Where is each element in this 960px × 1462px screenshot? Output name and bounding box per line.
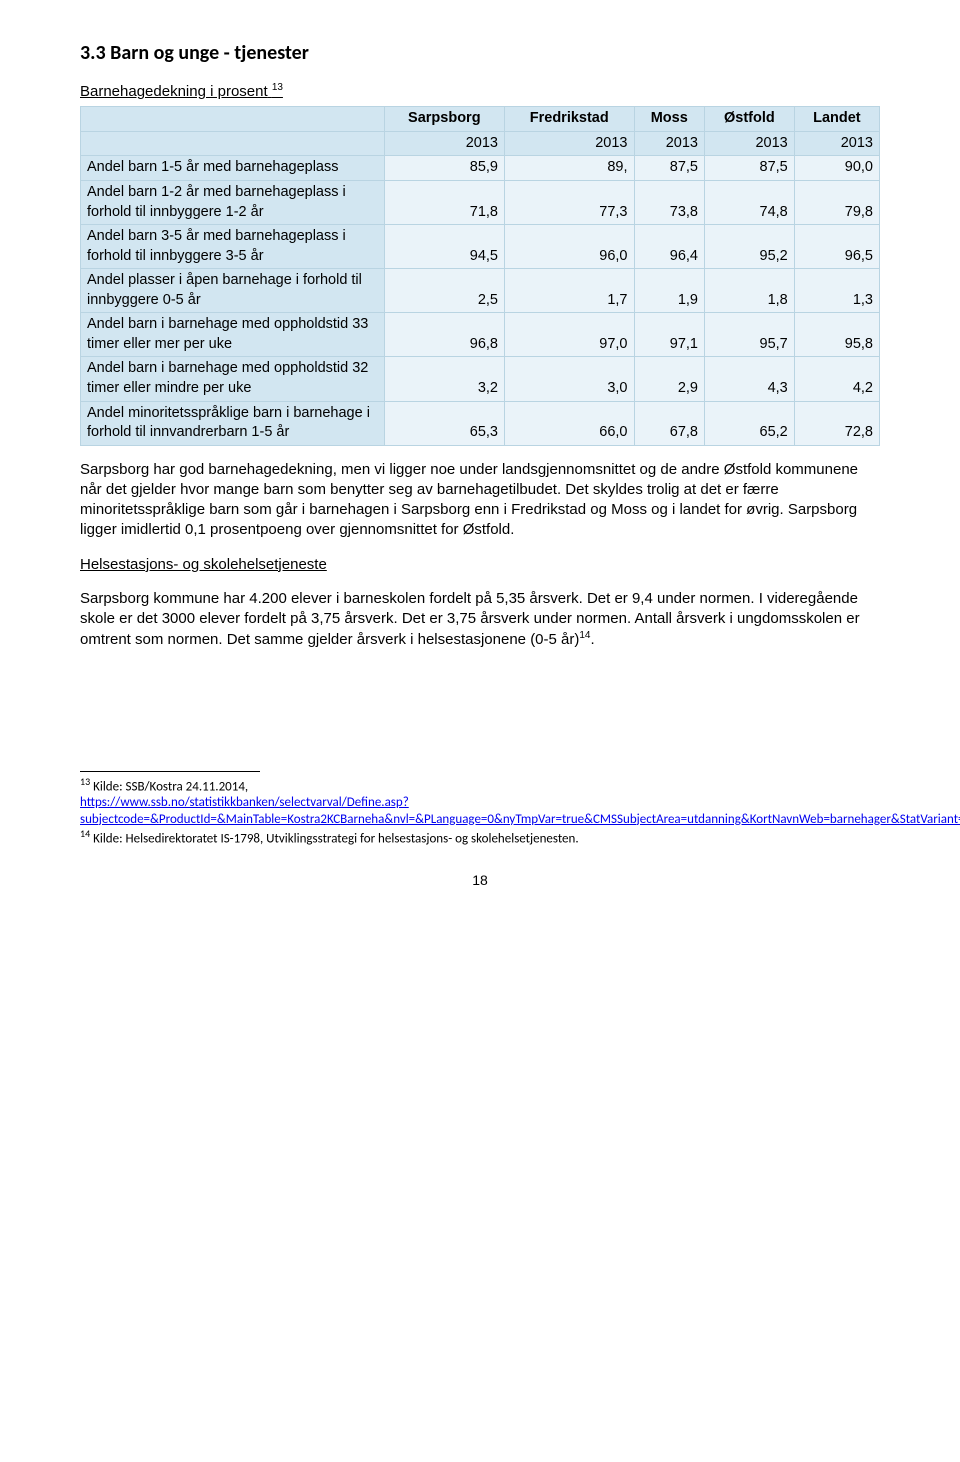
row-value: 85,9 [384,156,504,181]
paragraph-helsestasjon-suffix: . [591,631,595,648]
row-value: 90,0 [794,156,879,181]
table-corner-cell [81,131,385,156]
row-value: 4,3 [705,357,795,401]
table-title-footnote-ref: 13 [272,82,283,93]
row-value: 3,0 [505,357,635,401]
subheading-helsestasjon: Helsestasjons- og skolehelsetjeneste [80,555,880,575]
row-value: 95,7 [705,313,795,357]
table-title: Barnehagedekning i prosent 13 [80,81,880,102]
row-value: 67,8 [634,401,705,445]
table-row: Andel minoritetsspråklige barn i barneha… [81,401,880,445]
paragraph-helsestasjon: Sarpsborg kommune har 4.200 elever i bar… [80,589,880,651]
footnote-13-lead: Kilde: SSB/Kostra 24.11.2014, [90,779,248,794]
footnotes-separator [80,771,260,772]
paragraph-helsestasjon-text: Sarpsborg kommune har 4.200 elever i bar… [80,590,860,649]
row-value: 1,9 [634,269,705,313]
row-value: 71,8 [384,180,504,224]
row-label: Andel barn i barnehage med oppholdstid 3… [81,313,385,357]
row-value: 1,3 [794,269,879,313]
row-value: 72,8 [794,401,879,445]
paragraph-intro: Sarpsborg har god barnehagedekning, men … [80,460,880,541]
row-value: 95,8 [794,313,879,357]
row-value: 74,8 [705,180,795,224]
col-year: 2013 [705,131,795,156]
row-value: 65,2 [705,401,795,445]
row-label: Andel barn i barnehage med oppholdstid 3… [81,357,385,401]
row-value: 96,8 [384,313,504,357]
table-row: Andel barn i barnehage med oppholdstid 3… [81,357,880,401]
kostra-table: Sarpsborg Fredrikstad Moss Østfold Lande… [80,106,880,445]
section-heading: 3.3 Barn og unge - tjenester [80,40,880,67]
row-value: 95,2 [705,225,795,269]
col-year: 2013 [794,131,879,156]
row-value: 65,3 [384,401,504,445]
row-value: 73,8 [634,180,705,224]
row-label: Andel barn 1-2 år med barnehageplass i f… [81,180,385,224]
row-value: 2,9 [634,357,705,401]
col-year: 2013 [384,131,504,156]
table-year-row: 2013 2013 2013 2013 2013 [81,131,880,156]
row-value: 2,5 [384,269,504,313]
row-value: 77,3 [505,180,635,224]
col-header: Moss [634,107,705,132]
col-header: Landet [794,107,879,132]
row-value: 87,5 [705,156,795,181]
row-label: Andel barn 1-5 år med barnehageplass [81,156,385,181]
row-value: 97,0 [505,313,635,357]
row-value: 97,1 [634,313,705,357]
table-row: Andel barn 3-5 år med barnehageplass i f… [81,225,880,269]
col-header: Østfold [705,107,795,132]
row-value: 79,8 [794,180,879,224]
table-row: Andel barn i barnehage med oppholdstid 3… [81,313,880,357]
table-row: Andel barn 1-5 år med barnehageplass85,9… [81,156,880,181]
row-label: Andel minoritetsspråklige barn i barneha… [81,401,385,445]
row-value: 66,0 [505,401,635,445]
footnote-14: 14 Kilde: Helsedirektoratet IS-1798, Utv… [80,828,880,848]
row-value: 1,8 [705,269,795,313]
col-header: Fredrikstad [505,107,635,132]
row-label: Andel plasser i åpen barnehage i forhold… [81,269,385,313]
footnote-13-marker: 13 [80,775,90,788]
row-value: 1,7 [505,269,635,313]
paragraph-footnote-ref: 14 [579,630,590,641]
row-value: 96,5 [794,225,879,269]
row-value: 96,0 [505,225,635,269]
row-value: 89, [505,156,635,181]
row-value: 96,4 [634,225,705,269]
footnote-14-marker: 14 [80,827,90,840]
footnote-13-link[interactable]: https://www.ssb.no/statistikkbanken/sele… [80,795,960,826]
table-row: Andel plasser i åpen barnehage i forhold… [81,269,880,313]
row-value: 87,5 [634,156,705,181]
table-corner-cell [81,107,385,132]
table-title-text: Barnehagedekning i prosent [80,83,268,100]
row-value: 3,2 [384,357,504,401]
page-number: 18 [80,871,880,890]
table-row: Andel barn 1-2 år med barnehageplass i f… [81,180,880,224]
row-label: Andel barn 3-5 år med barnehageplass i f… [81,225,385,269]
row-value: 4,2 [794,357,879,401]
col-header: Sarpsborg [384,107,504,132]
row-value: 94,5 [384,225,504,269]
table-header-row: Sarpsborg Fredrikstad Moss Østfold Lande… [81,107,880,132]
footnote-13: 13 Kilde: SSB/Kostra 24.11.2014, https:/… [80,776,880,828]
footnote-14-text: Kilde: Helsedirektoratet IS-1798, Utvikl… [90,831,579,846]
col-year: 2013 [505,131,635,156]
col-year: 2013 [634,131,705,156]
